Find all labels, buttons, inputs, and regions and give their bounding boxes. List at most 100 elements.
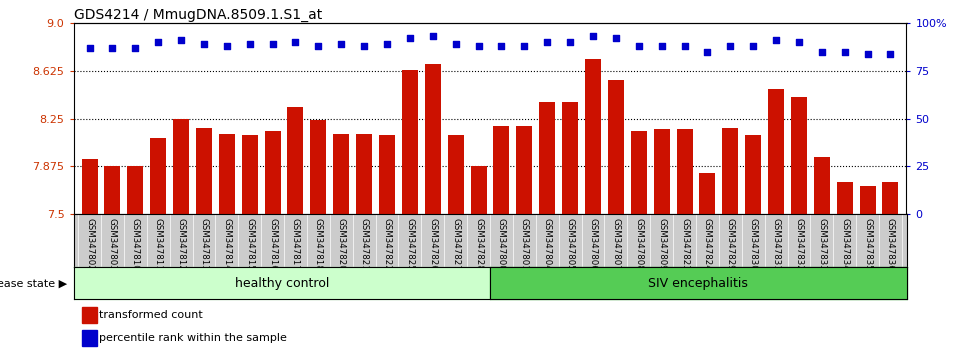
Point [700, 49, 715, 55]
Text: GSM347827: GSM347827 [451, 218, 461, 271]
Text: GSM347835: GSM347835 [863, 218, 872, 271]
Bar [882, 182, 899, 214]
Bar [448, 135, 464, 214]
Text: GSM347813: GSM347813 [200, 218, 209, 271]
Point [173, 38, 189, 43]
Text: GSM347818: GSM347818 [314, 218, 322, 271]
Text: GSM347812: GSM347812 [176, 218, 185, 271]
Bar [654, 129, 669, 214]
Point [722, 43, 738, 49]
Bar [333, 134, 349, 214]
Point [425, 34, 441, 39]
Text: GSM347801: GSM347801 [519, 218, 529, 271]
Text: GSM347828: GSM347828 [474, 218, 483, 271]
Bar [608, 80, 624, 214]
Bar [150, 138, 167, 214]
Bar [768, 89, 784, 214]
Text: GSM347810: GSM347810 [130, 218, 140, 271]
Point [859, 51, 875, 56]
Bar [265, 131, 280, 214]
Point [105, 45, 121, 51]
Bar [242, 135, 258, 214]
Bar [74, 267, 490, 299]
Bar [81, 307, 97, 323]
Point [379, 41, 395, 47]
Text: GSM347815: GSM347815 [245, 218, 254, 271]
Text: GSM347802: GSM347802 [85, 218, 94, 271]
Text: GSM347829: GSM347829 [726, 218, 735, 270]
Text: healthy control: healthy control [234, 277, 329, 290]
Point [196, 41, 212, 47]
Point [791, 39, 807, 45]
Bar [813, 157, 830, 214]
Bar [745, 135, 761, 214]
Bar [311, 120, 326, 214]
Point [219, 43, 234, 49]
Text: GSM347826: GSM347826 [428, 218, 437, 271]
Point [814, 49, 830, 55]
Point [311, 43, 326, 49]
Point [288, 39, 304, 45]
Text: GSM347803: GSM347803 [108, 218, 117, 271]
Point [631, 43, 647, 49]
Bar [585, 59, 601, 214]
Text: GSM347806: GSM347806 [588, 218, 598, 271]
Point [563, 39, 578, 45]
Point [494, 43, 510, 49]
Text: GSM347824: GSM347824 [703, 218, 711, 271]
Text: GSM347816: GSM347816 [269, 218, 277, 271]
Text: GSM347823: GSM347823 [680, 218, 689, 271]
Bar [105, 166, 121, 214]
Text: GSM347804: GSM347804 [543, 218, 552, 271]
Text: GSM347822: GSM347822 [382, 218, 392, 271]
Bar [563, 102, 578, 214]
Bar [490, 267, 906, 299]
Text: percentile rank within the sample: percentile rank within the sample [99, 333, 287, 343]
Bar [127, 166, 143, 214]
Text: disease state ▶: disease state ▶ [0, 278, 67, 288]
Point [81, 45, 97, 51]
Text: GDS4214 / MmugDNA.8509.1.S1_at: GDS4214 / MmugDNA.8509.1.S1_at [74, 8, 321, 22]
Point [883, 51, 899, 56]
Bar [539, 102, 556, 214]
Bar [356, 134, 372, 214]
Text: GSM347836: GSM347836 [886, 218, 895, 271]
Text: GSM347808: GSM347808 [634, 218, 643, 271]
Point [746, 43, 761, 49]
Point [402, 35, 417, 41]
Bar [81, 330, 97, 346]
Point [150, 39, 166, 45]
Bar [402, 70, 417, 214]
Point [516, 43, 532, 49]
Text: GSM347831: GSM347831 [771, 218, 780, 271]
Text: GSM347811: GSM347811 [154, 218, 163, 271]
Point [333, 41, 349, 47]
Bar [173, 119, 189, 214]
Bar [791, 97, 807, 214]
Point [654, 43, 669, 49]
Point [357, 43, 372, 49]
Point [242, 41, 258, 47]
Bar [631, 131, 647, 214]
Bar [859, 186, 875, 214]
Point [448, 41, 464, 47]
Bar [379, 135, 395, 214]
Text: GSM347800: GSM347800 [497, 218, 506, 271]
Bar [722, 127, 738, 214]
Point [470, 43, 486, 49]
Bar [424, 64, 441, 214]
Point [127, 45, 143, 51]
Point [608, 35, 623, 41]
Bar [676, 129, 693, 214]
Text: GSM347833: GSM347833 [817, 218, 826, 271]
Text: GSM347817: GSM347817 [291, 218, 300, 271]
Bar [516, 126, 532, 214]
Point [676, 43, 692, 49]
Text: SIV encephalitis: SIV encephalitis [649, 277, 748, 290]
Bar [494, 126, 510, 214]
Text: GSM347820: GSM347820 [337, 218, 346, 271]
Point [837, 49, 853, 55]
Text: GSM347825: GSM347825 [406, 218, 415, 271]
Point [768, 38, 784, 43]
Bar [700, 173, 715, 214]
